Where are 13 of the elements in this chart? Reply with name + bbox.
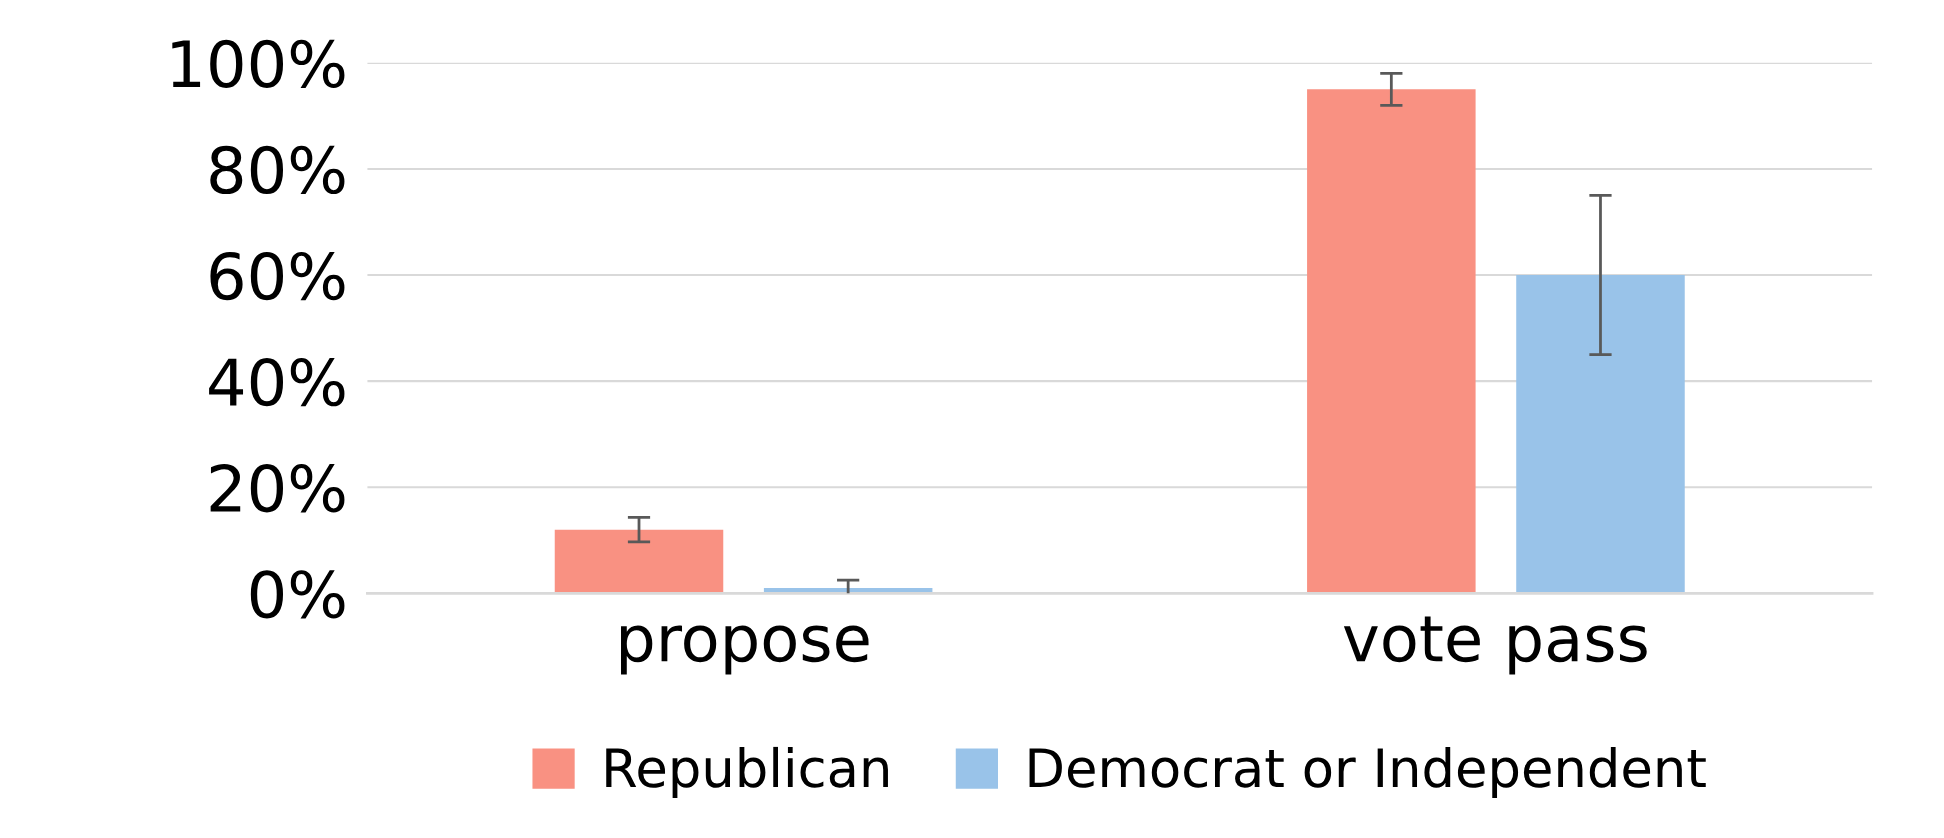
bar <box>1307 89 1476 594</box>
legend-label: Democrat or Independent <box>1029 746 1706 798</box>
y-tick-label: 20% <box>210 464 345 513</box>
y-tick-label: 0% <box>250 570 345 619</box>
y-tick-label: 100% <box>172 39 345 89</box>
legend-label: Republican <box>606 746 888 798</box>
x-tick-label: vote pass <box>1343 616 1647 675</box>
x-tick-label: propose <box>621 625 869 675</box>
bar <box>554 529 724 594</box>
y-tick-label: 60% <box>210 251 345 301</box>
y-tick-label: 80% <box>210 145 345 195</box>
bar <box>1516 275 1685 594</box>
y-tick-label: 40% <box>209 357 345 407</box>
